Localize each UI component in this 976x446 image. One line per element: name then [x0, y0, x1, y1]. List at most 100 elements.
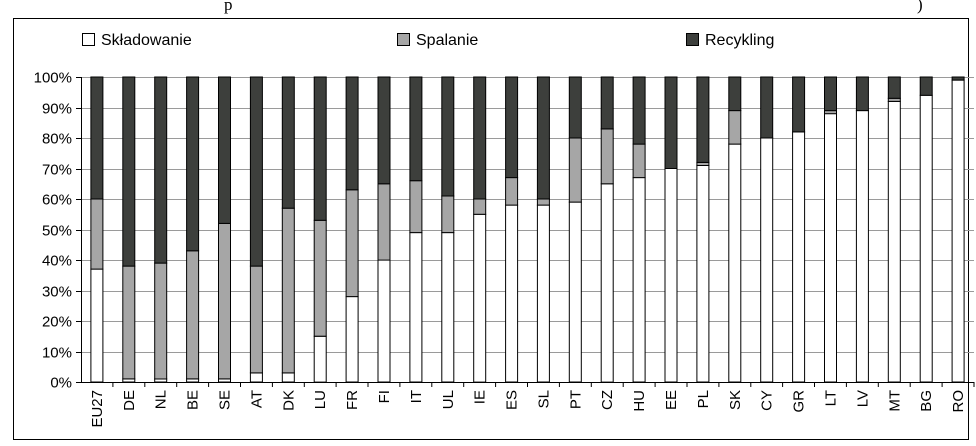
bar-segment-recykling: [632, 76, 646, 145]
x-tick-label: IT: [408, 390, 425, 403]
bar-segment-recykling: [568, 76, 582, 139]
y-tick-label: 20%: [42, 314, 72, 331]
y-tick-label: 30%: [42, 284, 72, 301]
bar-segment-spalanie: [154, 262, 168, 380]
bar-segment-recykling: [600, 76, 614, 130]
bar-segment-recykling: [186, 76, 200, 252]
bar-segment-spalanie: [186, 250, 200, 380]
bar-segment-recykling: [122, 76, 136, 267]
bar-segment-recykling: [887, 76, 901, 99]
x-tick-label: LU: [312, 390, 329, 409]
bar-segment-spalanie: [90, 198, 104, 270]
bar-segment-skadowanie: [568, 201, 582, 383]
bar-segment-spalanie: [441, 195, 455, 234]
x-tick-label: CY: [759, 390, 776, 411]
bar-segment-spalanie: [377, 183, 391, 261]
x-tick-label: HU: [631, 390, 648, 412]
bar-segment-skadowanie: [90, 268, 104, 383]
bar-segment-recykling: [760, 76, 774, 139]
bar-segment-skadowanie: [409, 232, 423, 383]
bar-segment-skadowanie: [600, 183, 614, 383]
y-tick-label: 10%: [42, 345, 72, 362]
bar-segment-recykling: [313, 76, 327, 221]
x-tick-label: EE: [663, 390, 680, 410]
bar-segment-spalanie: [632, 143, 646, 179]
bar-segment-spalanie: [473, 198, 487, 215]
x-tick-label: MT: [886, 390, 903, 412]
bar-segment-recykling: [90, 76, 104, 200]
bar-segment-skadowanie: [313, 335, 327, 383]
x-tick-label: GR: [791, 390, 808, 413]
legend-swatch: [686, 33, 699, 46]
y-tick-label: 70%: [42, 162, 72, 179]
x-tick-label: ES: [504, 390, 521, 410]
bar-segment-recykling: [249, 76, 263, 267]
bar-segment-recykling: [218, 76, 231, 224]
bar-segment-skadowanie: [281, 372, 295, 383]
bar-segment-skadowanie: [760, 137, 774, 383]
x-tick-label: PT: [567, 390, 584, 409]
bar-segment-spalanie: [122, 265, 136, 380]
x-tick-label: FI: [376, 390, 393, 403]
title-fragment-left: p: [224, 0, 233, 14]
y-tick-label: 60%: [42, 192, 72, 209]
x-tick-label: LT: [822, 390, 839, 406]
x-tick-label: PL: [695, 390, 712, 408]
chart-frame: [13, 18, 969, 440]
bar-segment-skadowanie: [696, 165, 710, 383]
x-tick-label: BG: [918, 390, 935, 412]
bar-segment-spalanie: [505, 177, 519, 206]
bar-segment-recykling: [951, 76, 965, 81]
x-tick-label: FR: [344, 390, 361, 410]
bar-segment-recykling: [281, 76, 295, 209]
bar-segment-recykling: [728, 76, 742, 112]
bar-segment-spalanie: [568, 137, 582, 203]
bar-segment-skadowanie: [632, 177, 646, 383]
bar-segment-recykling: [536, 76, 550, 200]
x-tick-label: UL: [440, 390, 457, 409]
bar-segment-recykling: [664, 76, 678, 169]
legend-label: Spalanie: [416, 32, 478, 49]
legend-swatch: [82, 33, 95, 46]
bar-segment-recykling: [824, 76, 837, 112]
bar-segment-spalanie: [600, 128, 614, 185]
bar-segment-recykling: [919, 76, 933, 96]
x-tick-label: SE: [217, 390, 234, 410]
bar-segment-skadowanie: [728, 143, 742, 383]
bar-segment-recykling: [409, 76, 423, 182]
x-tick-label: DK: [280, 390, 297, 411]
x-tick-label: AT: [248, 390, 265, 408]
bar-segment-skadowanie: [887, 100, 901, 383]
bar-segment-recykling: [792, 76, 806, 133]
bar-segment-spalanie: [536, 198, 550, 206]
x-tick-label: NL: [153, 390, 170, 409]
y-tick-label: 90%: [42, 101, 72, 118]
bar-segment-recykling: [377, 76, 391, 185]
x-tick-label: CZ: [599, 390, 616, 410]
x-tick-label: SL: [535, 390, 552, 408]
y-tick-label: 0%: [50, 375, 72, 392]
x-tick-label: RO: [950, 390, 967, 413]
bar-segment-skadowanie: [473, 213, 487, 383]
x-tick-label: SK: [727, 390, 744, 410]
bar-segment-spalanie: [249, 265, 263, 374]
bar-segment-recykling: [345, 76, 359, 191]
y-tick-label: 50%: [42, 223, 72, 240]
legend-label: Składowanie: [101, 32, 192, 49]
x-tick-label: LV: [854, 390, 871, 407]
bar-segment-skadowanie: [824, 113, 837, 383]
legend-label: Recykling: [705, 32, 774, 49]
bar-segment-skadowanie: [345, 296, 359, 383]
bar-segment-spalanie: [313, 219, 327, 337]
bar-segment-skadowanie: [792, 131, 806, 383]
x-tick-label: DE: [121, 390, 138, 411]
bar-segment-skadowanie: [505, 204, 519, 383]
bar-segment-recykling: [505, 76, 519, 179]
bar-segment-spalanie: [345, 189, 359, 298]
bar-segment-skadowanie: [919, 94, 933, 383]
y-tick-label: 40%: [42, 253, 72, 270]
bar-segment-skadowanie: [951, 79, 965, 383]
title-fragment-right: ): [917, 0, 923, 14]
bar-segment-skadowanie: [441, 232, 455, 383]
